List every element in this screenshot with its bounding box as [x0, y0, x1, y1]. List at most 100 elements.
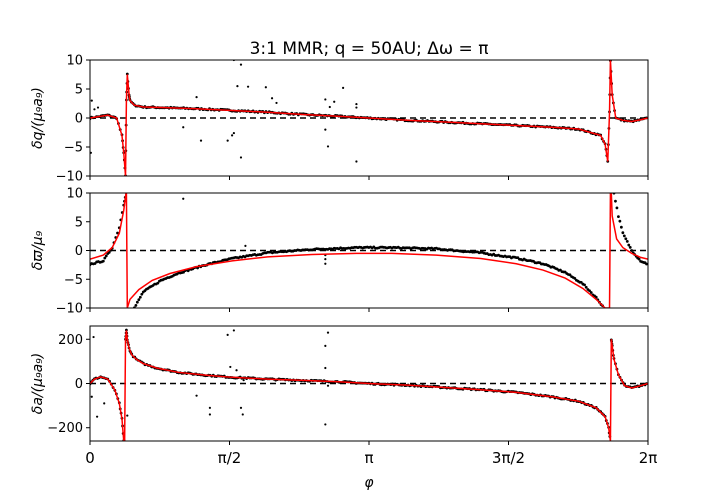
outlier-point [324, 366, 327, 370]
outlier-point [96, 415, 99, 418]
outlier-point [208, 413, 211, 416]
data-point [156, 281, 160, 285]
data-point [617, 215, 620, 219]
panel-2: −10 −5 0 5 10 δϖ/μ₉ [30, 187, 649, 317]
outlier-point [126, 414, 129, 417]
data-point [135, 300, 139, 304]
outlier-point [324, 344, 327, 348]
outlier-point [333, 100, 336, 103]
outlier-point [275, 101, 278, 105]
data-point [645, 262, 648, 266]
x-tick-label: π/2 [218, 449, 242, 467]
y-axis-label: δa/(μ₉a₉) [30, 353, 46, 415]
y-tick-label: 5 [75, 215, 83, 230]
y-tick-label: −200 [47, 421, 83, 436]
outlier-point [324, 423, 327, 426]
outlier-point [226, 333, 229, 336]
y-tick-label: 0 [75, 244, 83, 259]
outlier-point [235, 369, 238, 372]
data-point [138, 295, 142, 299]
outlier-point [355, 160, 358, 163]
x-tick-label: 2π [639, 449, 658, 467]
outlier-point [324, 258, 327, 261]
y-axis-label: δϖ/μ₉ [30, 230, 46, 270]
outlier-point [239, 156, 243, 159]
data-point [103, 256, 107, 260]
outlier-point [326, 384, 330, 387]
x-tick-label: π [364, 449, 373, 467]
outlier-point [103, 402, 106, 405]
model-curve [90, 60, 648, 176]
outlier-point [239, 63, 243, 66]
outlier-point [246, 85, 250, 88]
outlier-point [195, 394, 198, 397]
y-tick-label: −10 [56, 170, 83, 185]
outlier-point [326, 331, 330, 334]
outlier-point [270, 97, 274, 100]
model-curve [90, 193, 648, 308]
outlier-point [195, 96, 198, 99]
outlier-point [324, 98, 327, 101]
x-tick-label: 3π/2 [492, 449, 525, 467]
x-tick-label: 0 [85, 449, 95, 467]
panels: −10−50510δq/(μ₉a₉)−10−50510δϖ/μ₉−2000200… [30, 54, 657, 468]
data-point [621, 231, 625, 235]
data-point [584, 285, 588, 289]
outlier-point [199, 139, 203, 142]
y-axis-label: δq/(μ₉a₉) [30, 87, 46, 149]
outlier-point [182, 197, 185, 200]
outlier-point [92, 335, 95, 339]
outlier-point [342, 86, 345, 89]
outlier-point [241, 413, 244, 416]
data-point [116, 231, 119, 235]
data-point [137, 298, 141, 302]
y-tick-label: 200 [58, 333, 83, 348]
outlier-point [229, 365, 232, 369]
plot-area [90, 328, 648, 441]
data-point [637, 257, 641, 261]
outlier-point [232, 131, 235, 135]
outlier-point [230, 134, 234, 137]
outlier-point [96, 106, 100, 109]
data-point [568, 273, 572, 277]
y-tick-label: −5 [64, 141, 83, 156]
data-point [140, 292, 144, 296]
outlier-point [93, 108, 96, 111]
data-point [101, 259, 105, 263]
data-point [619, 225, 623, 229]
outlier-point [182, 126, 185, 129]
data-point [625, 240, 629, 243]
data-point [134, 303, 138, 307]
x-axis-label: φ [364, 475, 374, 491]
data-point [630, 249, 634, 252]
chart-title: 3:1 MMR; q = 50AU; Δω = π [250, 39, 489, 59]
outlier-point [90, 395, 93, 398]
data-point [622, 234, 626, 238]
outlier-point [226, 139, 229, 142]
y-tick-label: 0 [75, 377, 83, 392]
plot-area [90, 60, 648, 176]
data-point [589, 291, 593, 294]
data-point [615, 206, 619, 210]
outlier-point [328, 105, 331, 109]
outlier-point [239, 406, 243, 409]
data-point [573, 277, 577, 280]
y-tick-label: 5 [75, 83, 83, 98]
y-tick-label: 10 [66, 187, 83, 202]
plot-area [90, 193, 648, 308]
outlier-point [264, 86, 267, 89]
data-point [583, 283, 586, 287]
outlier-point [90, 99, 93, 102]
outlier-point [232, 329, 235, 332]
y-tick-label: −5 [64, 273, 83, 288]
outlier-point [355, 106, 358, 109]
outlier-point [236, 85, 239, 88]
outlier-point [244, 244, 247, 247]
data-point [624, 237, 628, 241]
outlier-point [324, 128, 327, 131]
y-tick-label: 10 [66, 54, 83, 69]
y-tick-label: 0 [75, 112, 83, 127]
outlier-point [208, 406, 211, 409]
